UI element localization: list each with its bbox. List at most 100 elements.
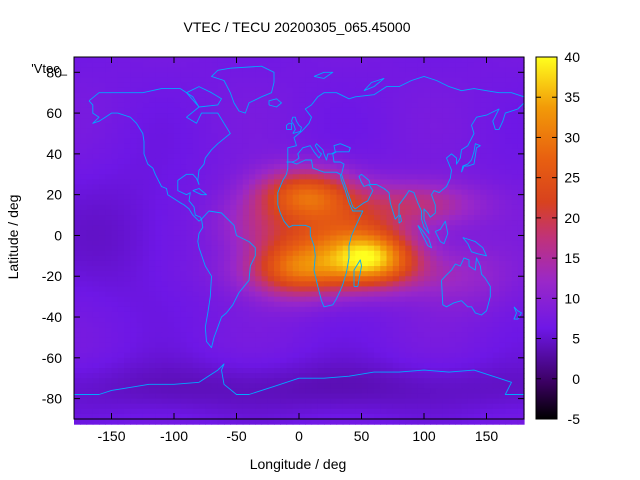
heatmap-cell (386, 148, 394, 155)
heatmap-cell (286, 148, 294, 155)
heatmap-cell (367, 113, 375, 119)
heatmap-cell (330, 286, 338, 293)
heatmap-cell (99, 260, 106, 267)
heatmap-cell (155, 378, 163, 384)
heatmap-cell (324, 77, 331, 84)
heatmap-cell (486, 189, 494, 196)
heatmap-cell (167, 281, 175, 288)
heatmap-cell (467, 123, 475, 129)
heatmap-cell (192, 225, 200, 231)
heatmap-cell (224, 174, 231, 180)
heatmap-cell (292, 383, 300, 390)
heatmap-cell (86, 158, 94, 165)
heatmap-cell (486, 72, 494, 78)
heatmap-cell (130, 260, 138, 267)
heatmap-cell (161, 72, 169, 78)
heatmap-cell (124, 77, 131, 84)
heatmap-cell (305, 102, 313, 109)
heatmap-cell (336, 102, 344, 109)
heatmap-cell (236, 194, 244, 201)
heatmap-cell (492, 317, 500, 323)
heatmap-cell (424, 342, 431, 349)
heatmap-cell (136, 230, 144, 237)
heatmap-cell (192, 291, 200, 298)
heatmap-cell (449, 322, 456, 328)
heatmap-cell (392, 209, 400, 216)
heatmap-cell (380, 158, 388, 165)
heatmap-cell (474, 199, 481, 206)
heatmap-cell (380, 255, 388, 262)
heatmap-cell (136, 77, 144, 84)
heatmap-cell (199, 347, 206, 354)
heatmap-cell (124, 362, 131, 369)
heatmap-cell (217, 342, 225, 349)
heatmap-cell (217, 102, 225, 109)
heatmap-cell (367, 327, 375, 333)
heatmap-cell (380, 123, 388, 129)
heatmap-cell (161, 276, 169, 282)
heatmap-cell (480, 148, 488, 155)
heatmap-cell (305, 393, 313, 400)
heatmap-cell (492, 250, 500, 257)
heatmap-cell (424, 393, 431, 400)
heatmap-cell (155, 199, 163, 206)
heatmap-cell (411, 92, 419, 99)
heatmap-cell (167, 352, 175, 359)
heatmap-cell (286, 332, 294, 339)
heatmap-cell (324, 158, 331, 165)
heatmap-cell (236, 220, 244, 226)
heatmap-cell (499, 368, 506, 374)
heatmap-cell (217, 255, 225, 262)
heatmap-cell (99, 184, 106, 191)
heatmap-cell (449, 403, 456, 410)
heatmap-cell (367, 87, 375, 94)
heatmap-cell (417, 357, 425, 364)
heatmap-cell (117, 311, 125, 318)
heatmap-cell (299, 276, 306, 282)
heatmap-cell (511, 97, 519, 104)
heatmap-cell (505, 123, 513, 129)
heatmap-cell (180, 174, 188, 180)
heatmap-cell (499, 245, 506, 252)
heatmap-cell (130, 57, 138, 63)
heatmap-cell (86, 245, 94, 252)
heatmap-cell (161, 250, 169, 257)
heatmap-cell (449, 276, 456, 282)
heatmap-cell (461, 204, 469, 211)
heatmap-cell (180, 245, 188, 252)
heatmap-cell (355, 398, 363, 405)
heatmap-cell (161, 97, 169, 104)
heatmap-cell (261, 199, 269, 206)
heatmap-cell (280, 332, 288, 339)
heatmap-cell (286, 403, 294, 410)
heatmap-cell (161, 194, 169, 201)
heatmap-cell (286, 327, 294, 333)
heatmap-cell (267, 158, 275, 165)
heatmap-cell (136, 281, 144, 288)
heatmap-cell (405, 57, 413, 63)
heatmap-cell (92, 373, 100, 379)
heatmap-cell (292, 301, 300, 308)
heatmap-cell (105, 220, 113, 226)
heatmap-cell (180, 164, 188, 170)
heatmap-cell (442, 255, 450, 262)
heatmap-cell (167, 102, 175, 109)
heatmap-cell (336, 337, 344, 344)
heatmap-cell (511, 235, 519, 242)
heatmap-cell (105, 332, 113, 339)
heatmap-cell (224, 97, 231, 104)
heatmap-cell (480, 296, 488, 303)
heatmap-cell (255, 184, 263, 191)
heatmap-cell (367, 118, 375, 124)
heatmap-cell (167, 311, 175, 318)
heatmap-cell (292, 179, 300, 186)
heatmap-cell (374, 107, 381, 114)
heatmap-cell (155, 250, 163, 257)
heatmap-cell (117, 164, 125, 170)
heatmap-cell (499, 332, 506, 339)
heatmap-cell (299, 133, 306, 140)
heatmap-cell (305, 311, 313, 318)
heatmap-cell (149, 194, 156, 201)
heatmap-cell (105, 102, 113, 109)
heatmap-cell (92, 169, 100, 175)
